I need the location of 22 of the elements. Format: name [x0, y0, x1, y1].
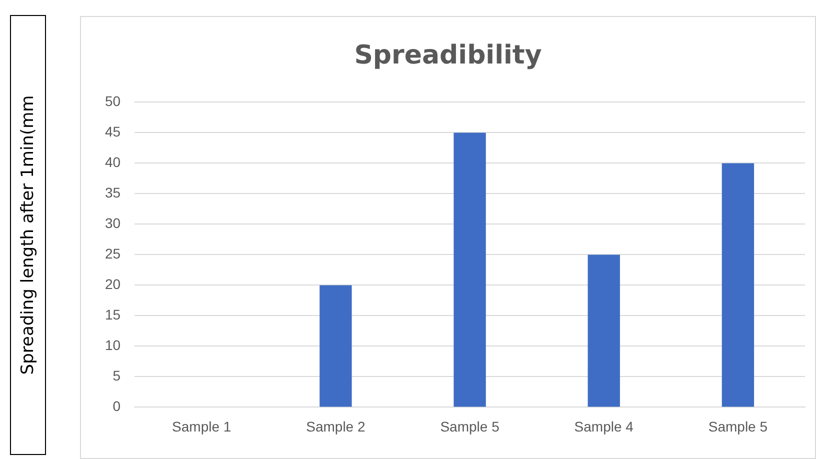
bar	[588, 254, 620, 407]
y-tick-label: 40	[104, 154, 121, 170]
y-tick-label: 5	[112, 368, 121, 384]
y-tick-label: 50	[104, 93, 121, 110]
x-tick-label: Sample 1	[172, 418, 232, 434]
chart-title: Spreadibility	[354, 40, 542, 70]
y-tick-label: 10	[104, 337, 121, 354]
y-tick-label: 45	[104, 124, 121, 140]
y-tick-label: 30	[104, 215, 121, 232]
y-axis-title: Spreading length after 1min(mm	[18, 95, 38, 375]
bar	[320, 285, 352, 407]
x-tick-label: Sample 5	[440, 418, 500, 434]
x-tick-label: Sample 2	[306, 418, 366, 434]
x-tick-label: Sample 4	[574, 418, 634, 434]
y-tick-label: 0	[112, 398, 121, 414]
bar	[454, 132, 486, 407]
bar	[722, 163, 754, 407]
x-tick-label: Sample 5	[708, 418, 768, 434]
y-tick-label: 35	[104, 184, 121, 201]
y-tick-label: 25	[104, 246, 121, 262]
y-tick-label: 20	[104, 276, 121, 292]
y-tick-label: 15	[104, 306, 121, 323]
